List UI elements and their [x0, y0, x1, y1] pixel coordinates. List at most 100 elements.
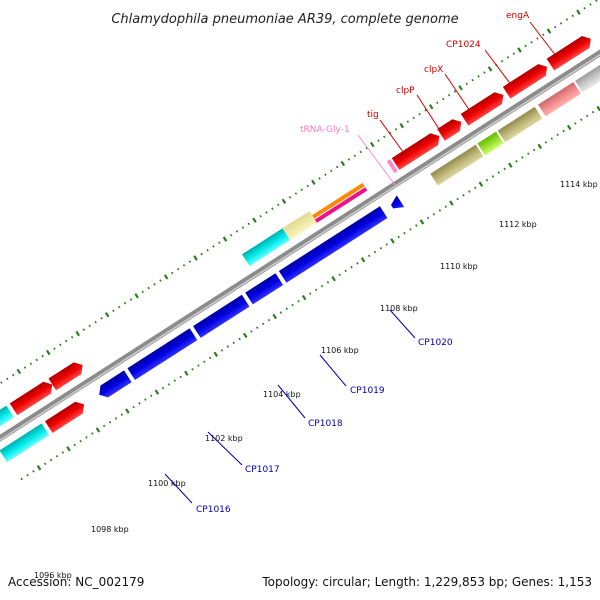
outer-tick-mark — [173, 379, 177, 382]
inner-tick-mark — [353, 154, 357, 157]
inner-tick-mark — [453, 90, 457, 93]
gene-tRNA-Gly-1[interactable] — [386, 159, 398, 174]
outer-tick-mark — [556, 133, 559, 137]
gene-clpP[interactable] — [477, 131, 504, 156]
outer-tick-mark — [497, 171, 501, 174]
inner-tick-row — [0, 0, 598, 384]
outer-tick-mark — [238, 337, 241, 341]
inner-tick-mark — [134, 293, 139, 299]
outer-tick-mark — [26, 473, 29, 477]
outer-tick-mark — [527, 152, 530, 156]
inner-tick-mark — [288, 196, 292, 199]
outer-tick-mark — [301, 294, 307, 301]
outer-tick-mark — [456, 197, 459, 201]
outer-tick-row — [20, 105, 600, 481]
outer-tick-mark — [462, 194, 465, 197]
leader-CP1024 — [484, 49, 513, 87]
gene-CP1019[interactable] — [245, 273, 284, 305]
leader-clpX — [444, 73, 471, 112]
label-CP1018: CP1018 — [308, 419, 343, 429]
gene-CP1024[interactable] — [538, 81, 581, 117]
inner-tick-mark — [340, 160, 346, 167]
inner-tick-mark — [206, 248, 209, 252]
outer-tick-mark — [184, 370, 189, 376]
gene-rev-3[interactable] — [460, 89, 507, 126]
outer-tick-mark — [203, 360, 206, 363]
inner-tick-mark — [335, 165, 339, 169]
gene-rev-left-2[interactable] — [9, 379, 56, 416]
gene-CP1017[interactable] — [127, 328, 198, 381]
label-CP1020: CP1020 — [418, 338, 453, 348]
inner-tick-mark — [583, 6, 586, 10]
inner-tick-mark — [559, 22, 563, 25]
inner-tick-mark — [64, 339, 68, 343]
inner-tick-mark — [369, 141, 375, 148]
outer-tick-mark — [32, 470, 35, 473]
gene-rev-1[interactable] — [546, 33, 595, 71]
inner-tick-mark — [112, 309, 115, 313]
genome-track — [0, 0, 600, 481]
inner-tick-mark — [265, 211, 268, 214]
outer-tick-mark — [326, 281, 330, 284]
inner-tick-mark — [394, 127, 398, 131]
outer-tick-mark — [226, 345, 230, 348]
outer-tick-mark — [591, 110, 595, 114]
gene-engA[interactable] — [575, 62, 600, 93]
inner-tick-mark — [553, 25, 557, 29]
inner-tick-mark — [318, 177, 321, 180]
leader-clpP — [416, 94, 442, 133]
inner-tick-mark — [118, 305, 121, 309]
outer-tick-mark — [580, 118, 583, 121]
gene-CP1020-rev-magenta[interactable] — [314, 187, 368, 223]
gene-CP1020-rev-orange[interactable] — [312, 182, 365, 219]
outer-tick-mark — [515, 160, 518, 163]
gene-rev-4[interactable] — [437, 116, 465, 141]
leader-CP1018 — [277, 384, 306, 419]
inner-tick-mark — [35, 358, 38, 362]
gene-CP1016[interactable] — [95, 370, 132, 400]
forward-gene-labels: engA CP1024 clpX clpP tig tRNA-Gly-1 — [300, 11, 557, 186]
gene-rev-left-1[interactable] — [48, 359, 86, 391]
label-CP1024: CP1024 — [446, 40, 481, 50]
gene-rev-left-3[interactable] — [0, 405, 14, 434]
gene-rev-2[interactable] — [502, 61, 551, 99]
outer-tick-mark — [338, 273, 341, 277]
outer-tick-mark — [468, 190, 471, 193]
inner-tick-mark — [388, 131, 392, 135]
outer-tick-mark — [49, 458, 53, 462]
gene-CP1020[interactable] — [278, 206, 388, 283]
outer-tick-mark — [585, 114, 589, 118]
outer-tick-mark — [356, 262, 359, 265]
outer-tick-mark — [521, 156, 524, 159]
outer-tick-mark — [150, 394, 153, 398]
label-tig: tig — [367, 110, 379, 120]
inner-tick-mark — [487, 66, 493, 72]
gene-CP1018[interactable] — [193, 294, 250, 338]
label-CP1019: CP1019 — [350, 386, 385, 396]
leader-tig — [379, 119, 407, 157]
inner-tick-mark — [129, 298, 133, 301]
outer-tick-mark — [596, 105, 600, 112]
inner-tick-mark — [542, 33, 545, 36]
outer-tick-mark — [179, 375, 182, 379]
gene-CP1025[interactable] — [388, 195, 405, 212]
outer-tick-mark — [491, 175, 495, 178]
gene-left-cyan[interactable] — [0, 423, 50, 463]
tick-label-1098: 1098 kbp — [91, 525, 129, 534]
gene-clpX[interactable] — [497, 106, 543, 143]
gene-rev-5[interactable] — [391, 130, 443, 170]
outer-tick-mark — [344, 269, 347, 273]
outer-tick-mark — [154, 389, 160, 395]
inner-tick-mark — [471, 78, 474, 82]
inner-tick-mark — [424, 109, 427, 112]
summary-text: Topology: circular; Length: 1,229,853 bp… — [261, 575, 592, 589]
inner-tick-mark — [428, 104, 434, 110]
gene-tig[interactable] — [430, 144, 484, 186]
gene-CP1018-rev[interactable] — [242, 228, 290, 267]
outer-tick-mark — [485, 178, 489, 182]
outer-tick-mark — [125, 408, 130, 414]
leader-CP1020 — [389, 309, 416, 339]
gene-left-red[interactable] — [44, 399, 88, 433]
gene-CP1019-rev[interactable] — [282, 211, 317, 241]
inner-tick-mark — [100, 317, 103, 320]
